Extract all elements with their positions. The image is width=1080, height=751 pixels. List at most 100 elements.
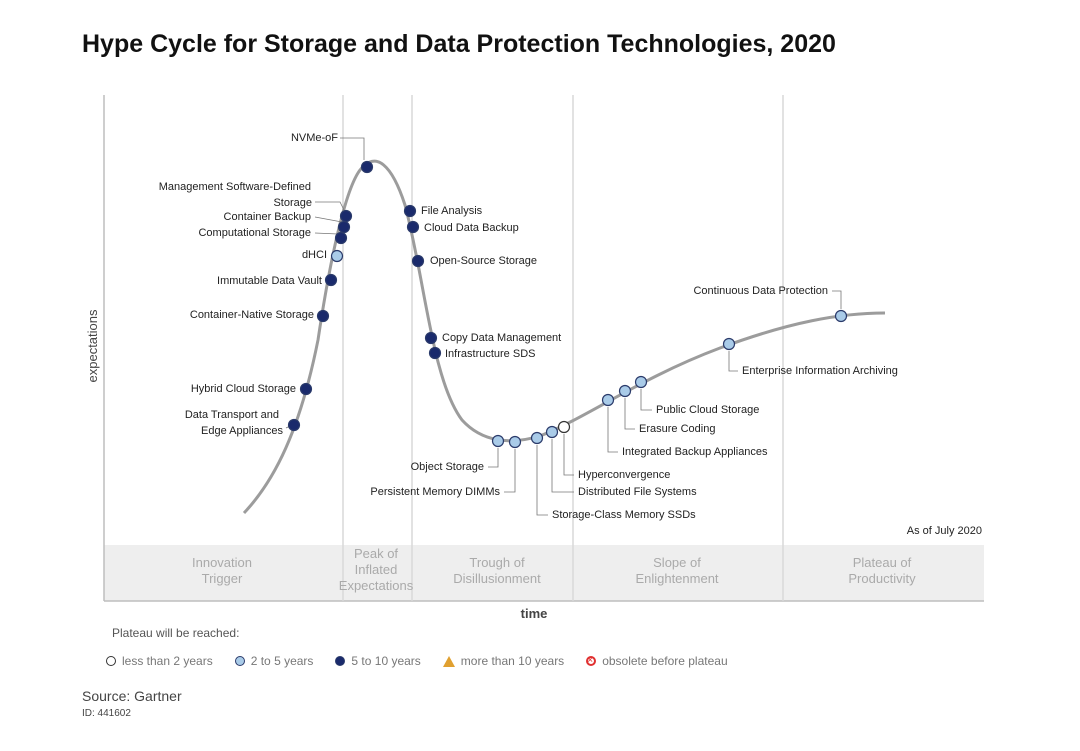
marker-management-software-defined-storage	[339, 209, 353, 223]
legend-marker-icon	[234, 656, 245, 666]
legend-marker-icon: ×	[586, 655, 597, 666]
leader-line-erasure-coding	[624, 398, 635, 430]
label-hybrid-cloud-storage: Hybrid Cloud Storage	[191, 383, 296, 395]
legend-item-2to5: 2 to 5 years	[234, 654, 314, 668]
marker-storage-class-memory-ssds	[530, 431, 544, 445]
leader-line-container-backup	[314, 216, 343, 223]
x-axis-label: time	[521, 606, 548, 621]
marker-infrastructure-sds	[428, 346, 442, 360]
legend-item-gt10: more than 10 years	[442, 654, 565, 668]
marker-hyperconvergence	[557, 420, 571, 434]
label-copy-data-management: Copy Data Management	[442, 332, 561, 344]
phase-label: Enlightenment	[635, 571, 718, 586]
marker-dhci	[330, 249, 344, 263]
label-enterprise-information-archiving: Enterprise Information Archiving	[742, 365, 898, 377]
leader-line-computational-storage	[314, 232, 339, 235]
label-computational-storage: Computational Storage	[198, 227, 311, 239]
marker-continuous-data-protection	[834, 309, 848, 323]
marker-distributed-file-systems	[545, 425, 559, 439]
marker-nvme-of	[360, 160, 374, 174]
label-integrated-backup-appliances: Integrated Backup Appliances	[622, 446, 768, 458]
label-management-software-defined-storage: Storage	[273, 197, 312, 209]
leader-line-nvme-of	[340, 137, 365, 160]
leader-line-integrated-backup-appliances	[607, 407, 618, 453]
leader-line-enterprise-information-archiving	[728, 351, 738, 372]
marker-open-source-storage	[411, 254, 425, 268]
phase-label: Trigger	[202, 571, 243, 586]
marker-computational-storage	[334, 231, 348, 245]
legend-label: 2 to 5 years	[250, 654, 314, 668]
label-management-software-defined-storage: Management Software-Defined	[159, 181, 311, 193]
phase-label: Innovation	[192, 555, 252, 570]
marker-persistent-memory-dimms	[508, 435, 522, 449]
leader-line-object-storage	[488, 448, 499, 468]
leader-line-persistent-memory-dimms	[504, 449, 516, 493]
marker-container-native-storage	[316, 309, 330, 323]
legend-label: obsolete before plateau	[602, 654, 728, 668]
label-public-cloud-storage: Public Cloud Storage	[656, 404, 759, 416]
label-data-transport-and-edge-appliances: Data Transport and	[185, 409, 279, 421]
phase-label: Peak of	[354, 546, 398, 561]
label-continuous-data-protection: Continuous Data Protection	[693, 285, 828, 297]
label-container-native-storage: Container-Native Storage	[190, 309, 314, 321]
document-id: ID: 441602	[82, 708, 131, 719]
leader-line-management-software-defined-storage	[315, 201, 345, 211]
phase-label: Trough of	[469, 555, 525, 570]
legend-item-lt2: less than 2 years	[106, 654, 213, 668]
legend-label: 5 to 10 years	[351, 654, 421, 668]
label-file-analysis: File Analysis	[421, 205, 483, 217]
phase-label: Inflated	[355, 562, 398, 577]
chart-title: Hype Cycle for Storage and Data Protecti…	[82, 30, 836, 58]
legend-label: less than 2 years	[122, 654, 213, 668]
label-erasure-coding: Erasure Coding	[639, 423, 715, 435]
label-storage-class-memory-ssds: Storage-Class Memory SSDs	[552, 509, 696, 521]
marker-copy-data-management	[424, 331, 438, 345]
leader-line-continuous-data-protection	[832, 290, 842, 309]
leader-line-public-cloud-storage	[640, 389, 652, 411]
leader-line-hyperconvergence	[563, 434, 574, 476]
source-note: Source: Gartner	[82, 688, 182, 704]
phase-label: Disillusionment	[453, 571, 541, 586]
legend: less than 2 years 2 to 5 years 5 to 10 yea…	[106, 654, 728, 668]
label-cloud-data-backup: Cloud Data Backup	[424, 222, 519, 234]
label-open-source-storage: Open-Source Storage	[430, 255, 537, 267]
marker-container-backup	[337, 220, 351, 234]
phase-label: Productivity	[848, 571, 916, 586]
marker-file-analysis	[403, 204, 417, 218]
phase-label: Expectations	[339, 578, 414, 593]
legend-label: more than 10 years	[460, 654, 565, 668]
label-distributed-file-systems: Distributed File Systems	[578, 486, 697, 498]
marker-data-transport-and-edge-appliances	[287, 418, 301, 432]
phase-label: Plateau of	[853, 555, 912, 570]
phase-label: Slope of	[653, 555, 701, 570]
phase-band	[104, 545, 984, 601]
label-infrastructure-sds: Infrastructure SDS	[445, 348, 535, 360]
legend-marker-icon	[335, 656, 346, 666]
label-hyperconvergence: Hyperconvergence	[578, 469, 670, 481]
hype-curve	[242, 159, 886, 515]
legend-item-5to10: 5 to 10 years	[335, 654, 421, 668]
legend-marker-icon	[106, 656, 116, 666]
label-object-storage: Object Storage	[411, 461, 484, 473]
leader-line-distributed-file-systems	[551, 439, 574, 493]
label-immutable-data-vault: Immutable Data Vault	[217, 275, 322, 287]
label-persistent-memory-dimms: Persistent Memory DIMMs	[370, 486, 500, 498]
y-axis-label: expectations	[85, 309, 100, 382]
label-dhci: dHCI	[302, 249, 327, 261]
legend-title: Plateau will be reached:	[112, 626, 240, 640]
label-nvme-of: NVMe-oF	[291, 132, 338, 144]
marker-erasure-coding	[618, 384, 632, 398]
leader-line-storage-class-memory-ssds	[536, 445, 548, 516]
label-container-backup: Container Backup	[224, 211, 311, 223]
marker-cloud-data-backup	[406, 220, 420, 234]
marker-enterprise-information-archiving	[722, 337, 736, 351]
legend-item-obsolete: × obsolete before plateau	[586, 654, 728, 668]
marker-integrated-backup-appliances	[601, 393, 615, 407]
label-data-transport-and-edge-appliances: Edge Appliances	[201, 425, 283, 437]
legend-marker-icon	[442, 655, 455, 667]
as-of-label: As of July 2020	[907, 525, 982, 537]
marker-hybrid-cloud-storage	[299, 382, 313, 396]
marker-public-cloud-storage	[634, 375, 648, 389]
marker-immutable-data-vault	[324, 273, 338, 287]
